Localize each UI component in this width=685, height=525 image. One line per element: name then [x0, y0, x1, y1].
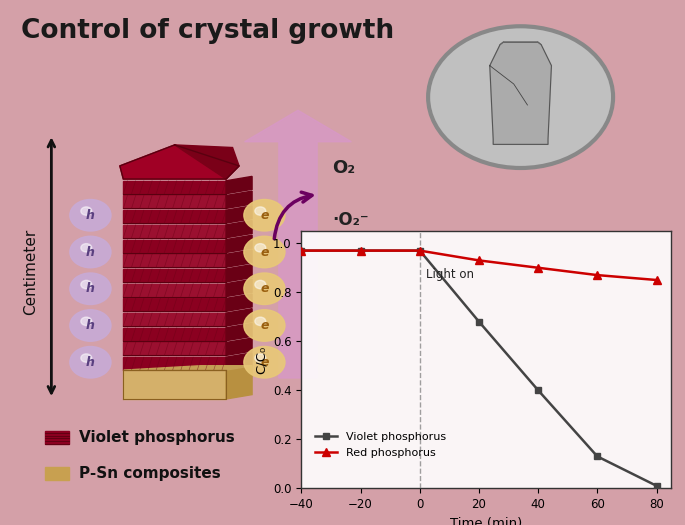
- Circle shape: [244, 236, 285, 268]
- Polygon shape: [226, 250, 252, 267]
- Text: h: h: [86, 209, 95, 222]
- Polygon shape: [123, 342, 226, 355]
- Text: h: h: [86, 282, 95, 295]
- Polygon shape: [123, 225, 226, 238]
- Circle shape: [244, 273, 285, 304]
- Circle shape: [255, 317, 266, 326]
- Legend: Violet phosphorus, Red phosphorus: Violet phosphorus, Red phosphorus: [311, 428, 451, 462]
- Polygon shape: [123, 195, 226, 208]
- Text: Centimeter: Centimeter: [23, 229, 38, 315]
- Polygon shape: [226, 294, 252, 311]
- Violet phosphorus: [297, 247, 306, 254]
- Circle shape: [81, 207, 92, 215]
- Text: h: h: [86, 246, 95, 258]
- Violet phosphorus: [652, 482, 660, 489]
- Text: h: h: [86, 319, 95, 332]
- Text: P-Sn composites: P-Sn composites: [79, 466, 221, 481]
- Polygon shape: [226, 265, 252, 282]
- Circle shape: [255, 207, 266, 215]
- Polygon shape: [226, 366, 252, 399]
- Polygon shape: [123, 210, 226, 223]
- Text: O₂: O₂: [332, 159, 356, 177]
- Polygon shape: [123, 370, 226, 399]
- Circle shape: [70, 310, 111, 341]
- X-axis label: Time (min): Time (min): [450, 517, 523, 525]
- Polygon shape: [123, 366, 252, 370]
- Polygon shape: [123, 254, 226, 267]
- Circle shape: [244, 346, 285, 378]
- Polygon shape: [226, 191, 252, 208]
- Red phosphorus: [416, 247, 424, 254]
- Polygon shape: [226, 235, 252, 253]
- Circle shape: [81, 317, 92, 326]
- Polygon shape: [226, 323, 252, 341]
- Violet phosphorus: [416, 247, 424, 254]
- Violet phosphorus: [356, 247, 364, 254]
- Circle shape: [81, 280, 92, 289]
- Polygon shape: [226, 338, 252, 355]
- Circle shape: [244, 310, 285, 341]
- Violet phosphorus: [593, 453, 601, 459]
- Text: e: e: [260, 356, 269, 369]
- Y-axis label: C/C₀: C/C₀: [255, 345, 268, 374]
- Text: Control of crystal growth: Control of crystal growth: [21, 18, 394, 45]
- Polygon shape: [123, 328, 226, 341]
- Circle shape: [255, 244, 266, 252]
- Polygon shape: [175, 145, 239, 179]
- Red phosphorus: [297, 247, 306, 254]
- Polygon shape: [226, 279, 252, 297]
- Line: Red phosphorus: Red phosphorus: [297, 246, 660, 284]
- Polygon shape: [490, 42, 551, 144]
- Circle shape: [81, 244, 92, 252]
- Red phosphorus: [593, 272, 601, 278]
- Polygon shape: [120, 145, 239, 179]
- Polygon shape: [123, 284, 226, 297]
- Circle shape: [70, 346, 111, 378]
- Text: e: e: [260, 319, 269, 332]
- Polygon shape: [226, 353, 252, 370]
- Bar: [45, 430, 68, 444]
- Red phosphorus: [534, 265, 543, 271]
- Polygon shape: [226, 206, 252, 223]
- Circle shape: [244, 200, 285, 231]
- Text: e: e: [260, 246, 269, 258]
- Polygon shape: [226, 176, 252, 194]
- Circle shape: [70, 236, 111, 268]
- Polygon shape: [123, 313, 226, 326]
- Circle shape: [81, 354, 92, 362]
- Red phosphorus: [356, 247, 364, 254]
- Text: h: h: [86, 356, 95, 369]
- Text: e: e: [260, 209, 269, 222]
- Circle shape: [431, 28, 610, 166]
- Polygon shape: [123, 357, 226, 370]
- Polygon shape: [123, 181, 226, 194]
- Circle shape: [70, 273, 111, 304]
- Text: e: e: [260, 282, 269, 295]
- Circle shape: [255, 280, 266, 289]
- Polygon shape: [226, 309, 252, 326]
- Text: Violet phosphorus: Violet phosphorus: [79, 429, 234, 445]
- Red phosphorus: [475, 257, 483, 264]
- Polygon shape: [123, 298, 226, 311]
- Line: Violet phosphorus: Violet phosphorus: [298, 247, 660, 489]
- Text: ·O₂⁻: ·O₂⁻: [332, 212, 369, 229]
- Circle shape: [70, 200, 111, 231]
- Violet phosphorus: [534, 387, 543, 393]
- Circle shape: [428, 26, 613, 168]
- Polygon shape: [245, 110, 351, 378]
- Bar: [45, 467, 68, 480]
- Violet phosphorus: [475, 319, 483, 325]
- Polygon shape: [123, 269, 226, 282]
- Polygon shape: [226, 220, 252, 238]
- Text: Light on: Light on: [425, 268, 474, 280]
- Circle shape: [255, 354, 266, 362]
- Polygon shape: [123, 239, 226, 253]
- Red phosphorus: [652, 277, 660, 283]
